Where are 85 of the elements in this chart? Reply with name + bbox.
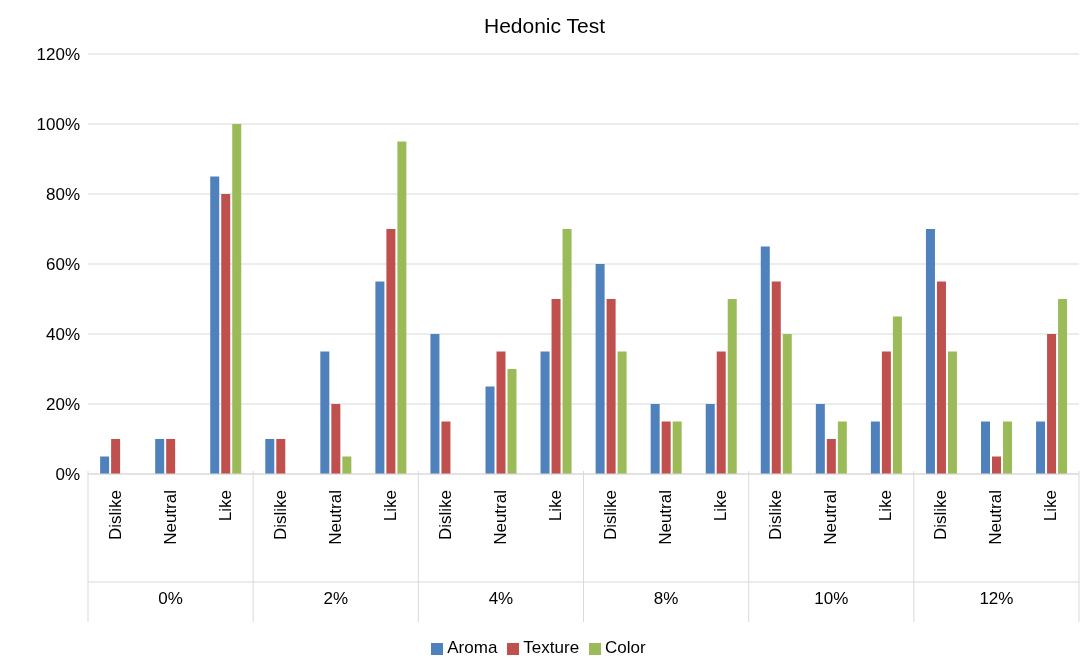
x-tick-label: Neutral — [986, 490, 1006, 545]
bar — [870, 421, 880, 474]
x-tick-label: Dislike — [601, 490, 621, 541]
x-tick-label: Like — [215, 490, 235, 522]
x-tick-label: Like — [711, 490, 731, 522]
x-tick-label: Like — [1041, 490, 1061, 522]
x-tick-label: Like — [545, 490, 565, 522]
text: 12% — [979, 589, 1014, 608]
y-tick-label: 120% — [36, 45, 80, 65]
legend-label: Color — [605, 638, 646, 657]
bar — [540, 351, 550, 474]
text: 4% — [488, 589, 514, 608]
y-tick-label: 60% — [45, 255, 80, 275]
x-tick-label: Dislike — [931, 490, 951, 541]
bar — [276, 439, 286, 474]
bar — [826, 439, 836, 474]
x-tick-label: Dislike — [766, 490, 786, 541]
y-tick-label: 0% — [55, 465, 80, 485]
bar — [782, 334, 792, 474]
bar — [397, 141, 407, 474]
bar — [661, 421, 671, 474]
bar — [760, 246, 770, 474]
x-tick-label: Neutral — [325, 490, 345, 545]
bar — [210, 176, 220, 474]
bar — [705, 404, 715, 474]
x-tick-label: Like — [380, 490, 400, 522]
bar — [375, 281, 385, 474]
legend-label: Texture — [523, 638, 580, 657]
x-tick-label: Dislike — [105, 490, 125, 541]
bar — [342, 456, 352, 474]
bar — [441, 421, 451, 474]
text: 2% — [323, 589, 349, 608]
y-tick-label: 100% — [36, 115, 80, 135]
bar — [881, 351, 891, 474]
bar — [111, 439, 121, 474]
bar — [1036, 421, 1046, 474]
x-tick-label: Neutral — [656, 490, 676, 545]
bar — [232, 124, 242, 474]
bar — [100, 456, 110, 474]
y-tick-label: 40% — [45, 325, 80, 345]
bar — [551, 299, 561, 474]
bar — [1047, 334, 1057, 474]
x-tick-label: Neutral — [490, 490, 510, 545]
bar — [617, 351, 627, 474]
x-tick-label: Neutral — [821, 490, 841, 545]
bar — [672, 421, 682, 474]
x-tick-label: Dislike — [270, 490, 290, 541]
bar — [320, 351, 330, 474]
bar — [650, 404, 660, 474]
bar — [562, 229, 572, 474]
x-tick-label: Like — [876, 490, 896, 522]
bar — [947, 351, 957, 474]
bar — [1058, 299, 1068, 474]
text: 8% — [653, 589, 679, 608]
x-tick-label: Neutral — [160, 490, 180, 545]
bar — [507, 369, 517, 474]
bar — [981, 421, 990, 474]
bar — [815, 404, 825, 474]
bar — [155, 439, 165, 474]
bar — [727, 299, 737, 474]
bar — [595, 264, 605, 474]
bar — [496, 351, 506, 474]
bar — [166, 439, 176, 474]
bar — [1003, 421, 1012, 474]
x-tick-label: Dislike — [435, 490, 455, 541]
bar — [606, 299, 616, 474]
bar — [936, 281, 946, 474]
text: 10% — [814, 589, 849, 608]
bar — [992, 456, 1001, 474]
bar — [221, 194, 231, 474]
y-tick-label: 20% — [45, 395, 80, 415]
bar — [265, 439, 275, 474]
bar — [430, 334, 440, 474]
legend-label: Aroma — [447, 638, 498, 657]
bar — [386, 229, 396, 474]
bar — [485, 386, 495, 474]
y-tick-label: 80% — [45, 185, 80, 205]
text: 0% — [158, 589, 183, 608]
bar — [925, 229, 935, 474]
bar — [837, 421, 847, 474]
bar — [331, 404, 341, 474]
bar — [892, 316, 902, 474]
bar — [716, 351, 726, 474]
bar — [771, 281, 781, 474]
chart-title: Hedonic Test — [483, 13, 606, 39]
